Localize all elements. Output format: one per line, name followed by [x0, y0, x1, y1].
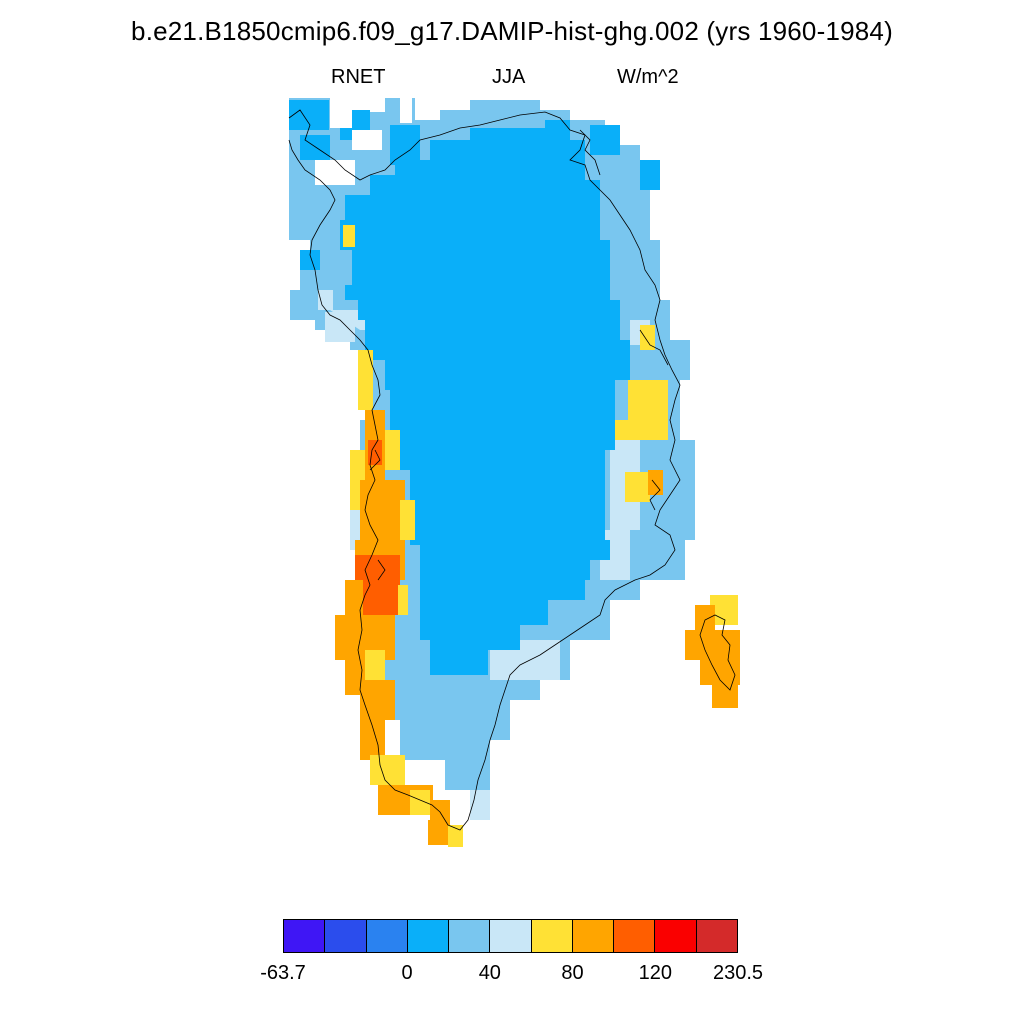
- colorbar-swatch: [284, 920, 326, 952]
- colorbar-swatch: [325, 920, 367, 952]
- coastline: [288, 109, 736, 831]
- colorbar-tick-label: 80: [561, 962, 584, 984]
- west-coast-warm: [335, 225, 463, 847]
- colorbar-swatch: [407, 920, 450, 952]
- colorbar-swatch: [614, 920, 656, 952]
- colorbar-tick-label: 120: [638, 962, 672, 984]
- units-label: W/m^2: [617, 66, 679, 88]
- colorbar: [283, 919, 738, 953]
- east-island-patch: [685, 595, 740, 708]
- colorbar-swatch: [655, 920, 697, 952]
- colorbar-tick-label: 0: [401, 962, 413, 984]
- colorbar-swatch: [366, 920, 408, 952]
- variable-label: RNET: [331, 66, 386, 88]
- colorbar-swatch: [449, 920, 491, 952]
- colorbar-swatch: [696, 920, 737, 952]
- season-label: JJA: [492, 66, 526, 88]
- colorbar-tick-label: 230.5: [712, 962, 764, 984]
- colorbar-tick-label: -63.7: [260, 962, 306, 984]
- colorbar-swatch: [572, 920, 615, 952]
- colorbar-swatch: [490, 920, 532, 952]
- colorbar-swatch: [531, 920, 573, 952]
- colorbar-tick-label: 40: [478, 962, 501, 984]
- plot-title: b.e21.B1850cmip6.f09_g17.DAMIP-hist-ghg.…: [131, 16, 893, 46]
